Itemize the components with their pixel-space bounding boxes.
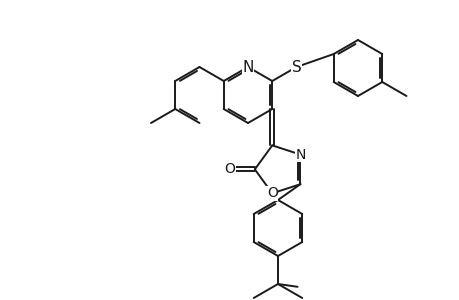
Text: N: N: [295, 148, 305, 162]
Text: O: O: [224, 162, 235, 176]
Text: S: S: [291, 59, 301, 74]
Text: O: O: [266, 186, 277, 200]
Text: N: N: [242, 59, 253, 74]
